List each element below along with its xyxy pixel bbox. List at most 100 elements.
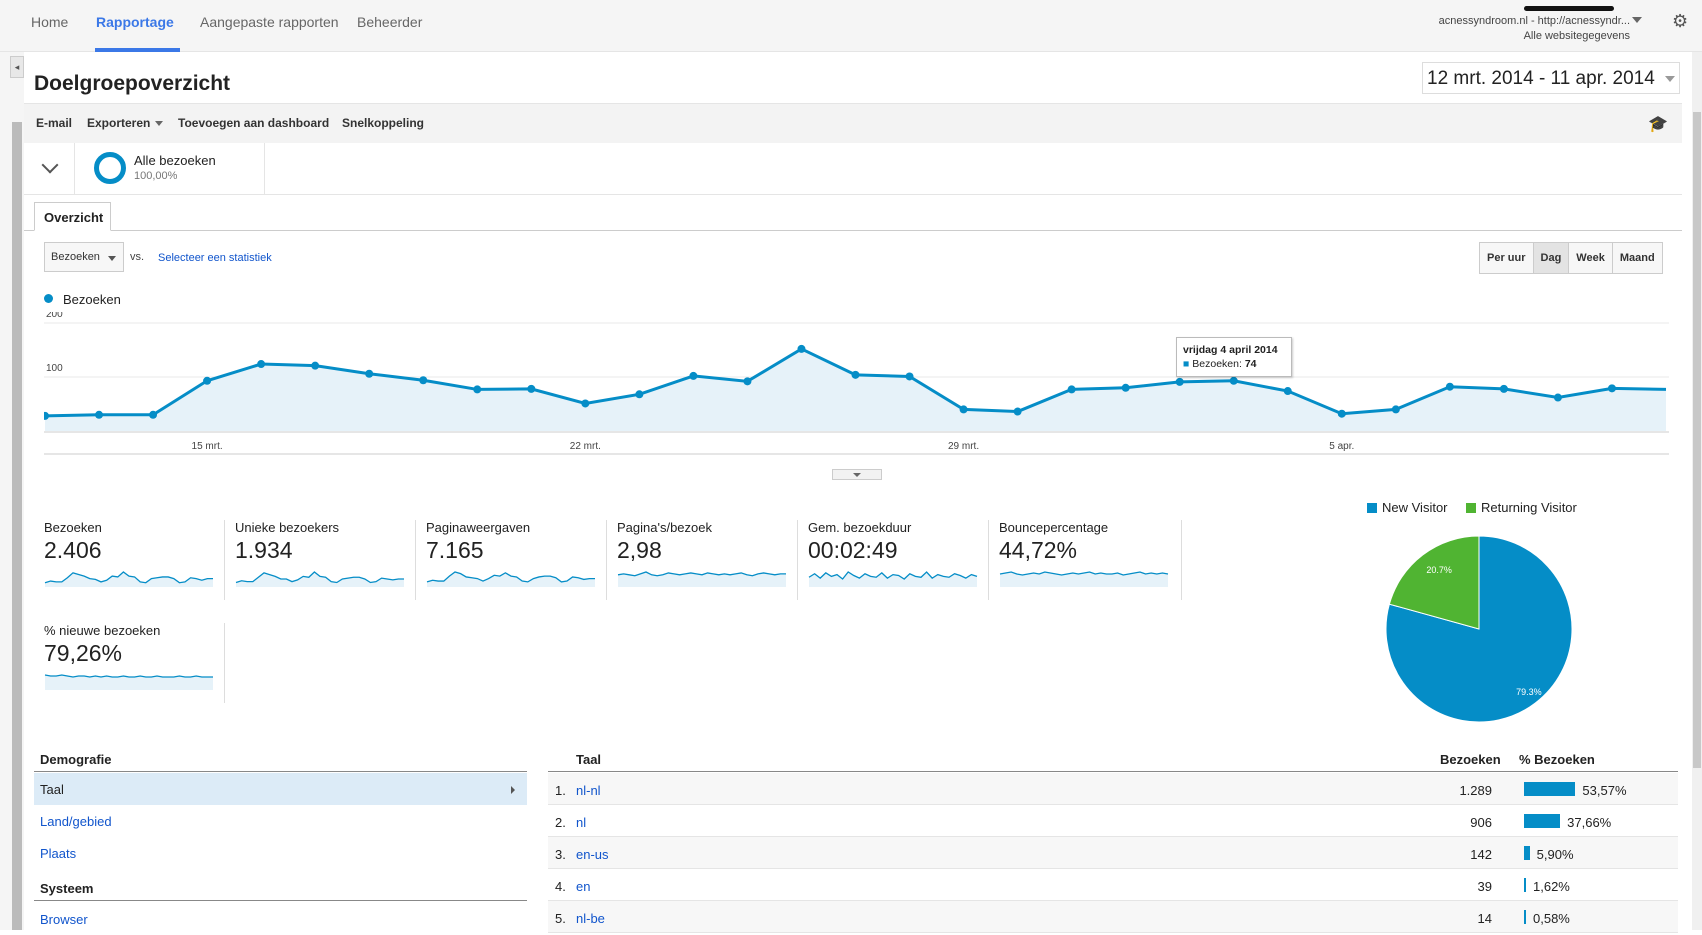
y-tick-label: 200 [46,312,63,320]
nav-home[interactable]: Home [31,14,69,30]
metric-tile[interactable]: Bezoeken 2.406 [44,520,234,600]
scrollbar-thumb[interactable] [1693,112,1701,768]
collapse-sidebar-button[interactable]: ◂ [10,56,24,78]
demografie-item-land[interactable]: Land/gebied [40,814,112,829]
date-range-value: 12 mrt. 2014 - 11 apr. 2014 [1427,68,1655,89]
period-toggle-group: Per uur Dag Week Maand [1479,242,1663,274]
demografie-item-plaats[interactable]: Plaats [40,846,77,861]
nav-aangepaste-rapporten[interactable]: Aangepaste rapporten [200,14,339,30]
nav-rapportage[interactable]: Rapportage [96,14,174,30]
chart-expand-handle[interactable] [832,469,882,480]
systeem-item-browser[interactable]: Browser [40,912,88,927]
period-week-button[interactable]: Week [1569,243,1613,273]
gear-icon[interactable]: ⚙ [1672,11,1689,31]
series-legend-label: Bezoeken [63,292,121,307]
metric-label: Bouncepercentage [999,520,1109,535]
metric-tile[interactable]: Paginaweergaven 7.165 [426,520,616,600]
period-month-button[interactable]: Maand [1612,243,1662,273]
divider [34,771,527,772]
column-header-percent[interactable]: % Bezoeken [1519,752,1595,767]
metric-tile[interactable]: Unieke bezoekers 1.934 [235,520,425,600]
column-header-bezoeken[interactable]: Bezoeken [1440,752,1501,767]
left-scrollbar[interactable] [12,122,22,930]
segment-ring-icon [94,152,126,184]
data-point [635,390,644,399]
sparkline-line [44,674,213,678]
column-header-taal[interactable]: Taal [576,752,602,767]
percent-bar [1524,878,1526,892]
date-range-picker[interactable]: 12 mrt. 2014 - 11 apr. 2014 [1422,62,1680,94]
metric-label: Paginaweergaven [426,520,531,535]
pie-slice[interactable] [1385,535,1573,723]
systeem-heading: Systeem [40,881,94,896]
segment-bar: Alle bezoeken 100,00% [24,143,1682,195]
top-navigation-bar: Home Rapportage Aangepaste rapporten Beh… [0,0,1702,52]
data-point [959,405,968,414]
sparkline-area [1000,572,1168,587]
data-point [203,376,212,385]
pie-legend-label: Returning Visitor [1481,500,1577,515]
pie-legend-returning[interactable]: Returning Visitor [1466,500,1577,515]
visits-line-chart[interactable]: 100 200 15 mrt. 22 mrt. 29 mrt. 5 apr. [44,312,1669,477]
data-point [1445,382,1454,391]
visitor-type-pie-chart[interactable]: 79.3% 20.7% [1384,534,1574,724]
select-statistic-link[interactable]: Selecteer een statistiek [158,252,272,264]
metric-divider [797,520,798,600]
data-point [1121,383,1130,392]
email-button[interactable]: E-mail [36,116,73,130]
row-number: 4. [555,879,566,894]
pie-slice[interactable] [1388,535,1480,630]
legend-swatch [1367,503,1377,513]
sparkline-line [235,571,404,584]
data-point [1337,409,1346,418]
data-point [1391,405,1400,414]
tab-overzicht[interactable]: Overzicht [34,202,111,231]
metric-tile[interactable]: % nieuwe bezoeken 79,26% [44,623,234,703]
page-title: Doelgroepoverzicht [34,72,231,95]
segment-name[interactable]: Alle bezoeken [134,153,216,168]
language-link[interactable]: nl [576,815,587,830]
data-point [797,344,806,353]
metric-value: 79,26% [44,640,123,666]
language-link[interactable]: en-us [576,847,609,862]
metric-tile[interactable]: Bouncepercentage 44,72% [999,520,1189,600]
pie-legend-label: New Visitor [1382,500,1448,515]
demografie-item-taal[interactable]: Taal [34,773,527,805]
redacted-account-name [1524,6,1614,11]
language-link[interactable]: en [576,879,591,894]
account-dropdown-icon[interactable] [1632,17,1642,23]
data-point [1607,384,1616,393]
data-point [257,360,266,369]
data-point [311,361,320,370]
period-hour-button[interactable]: Per uur [1480,243,1534,273]
chevron-down-icon [155,121,164,127]
account-view: Alle websitegegevens [1523,30,1630,42]
language-link[interactable]: nl-be [576,911,605,926]
metric-label: % nieuwe bezoeken [44,623,161,638]
add-to-dashboard-button[interactable]: Toevoegen aan dashboard [178,116,330,130]
metric-divider [224,520,225,600]
graduation-cap-icon[interactable]: 🎓 [1648,116,1668,133]
visits-value: 142 [1470,847,1492,862]
pie-legend-new[interactable]: New Visitor [1367,500,1448,515]
account-selector[interactable]: acnessyndroom.nl - http://acnessyndr... … [1439,14,1630,44]
nav-beheerder[interactable]: Beheerder [357,14,423,30]
data-point [689,371,698,380]
chevron-down-icon[interactable] [41,156,59,174]
series-legend-dot [44,294,53,303]
sparkline-line [44,571,213,584]
export-button[interactable]: Exporteren [87,116,164,130]
metric-select[interactable]: Bezoeken [44,242,124,272]
data-point [1283,387,1292,396]
language-link[interactable]: nl-nl [576,783,601,798]
period-day-button[interactable]: Dag [1533,243,1570,273]
right-scrollbar[interactable] [1692,52,1702,930]
percent-bar [1524,814,1561,828]
shortcut-button[interactable]: Snelkoppeling [342,116,425,130]
metric-tile[interactable]: Gem. bezoekduur 00:02:49 [808,520,998,600]
percent-value: 0,58% [1533,911,1570,926]
chart-tooltip: vrijdag 4 april 2014 ■ Bezoeken: 74 [1176,337,1292,377]
metric-sparkline [44,674,213,690]
metric-tile[interactable]: Pagina's/bezoek 2,98 [617,520,807,600]
metric-sparkline [235,571,404,587]
